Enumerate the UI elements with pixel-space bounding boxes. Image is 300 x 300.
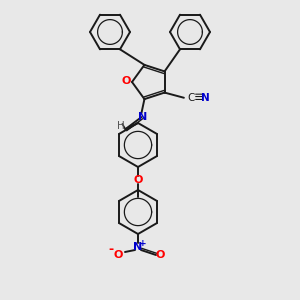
Text: -: - xyxy=(108,244,114,256)
Text: O: O xyxy=(121,76,131,86)
Text: N: N xyxy=(201,93,210,103)
Text: O: O xyxy=(133,175,143,185)
Text: ≡: ≡ xyxy=(194,91,204,104)
Text: O: O xyxy=(155,250,165,260)
Text: N: N xyxy=(134,242,142,252)
Text: N: N xyxy=(138,112,147,122)
Text: C: C xyxy=(187,93,194,103)
Text: H: H xyxy=(117,121,124,131)
Text: +: + xyxy=(139,238,147,247)
Text: O: O xyxy=(113,250,123,260)
